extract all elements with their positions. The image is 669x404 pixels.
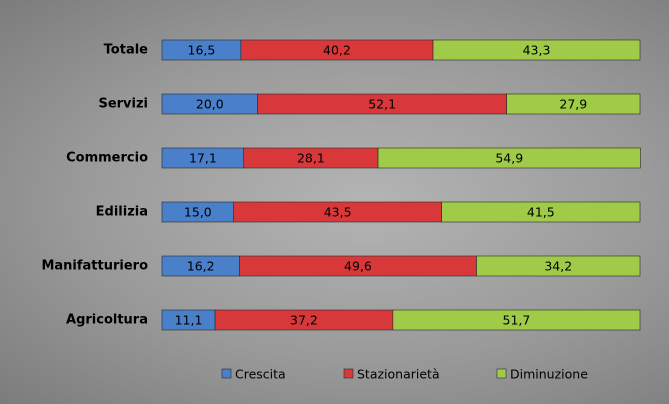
data-label: 54,9 bbox=[495, 151, 523, 166]
data-label: 37,2 bbox=[290, 313, 318, 328]
legend-swatch bbox=[496, 368, 507, 379]
data-label: 43,5 bbox=[324, 205, 352, 220]
category-label: Commercio bbox=[66, 151, 148, 166]
bar-segment bbox=[476, 255, 641, 277]
data-label: 11,1 bbox=[175, 313, 203, 328]
data-label: 27,9 bbox=[559, 97, 587, 112]
legend-label: Stazionarietà bbox=[357, 367, 440, 382]
data-label: 40,2 bbox=[323, 43, 351, 58]
bar-segment bbox=[392, 309, 641, 331]
legend-label: Crescita bbox=[235, 367, 286, 382]
category-label: Agricoltura bbox=[66, 313, 148, 328]
data-label: 16,2 bbox=[187, 259, 215, 274]
data-label: 49,6 bbox=[344, 259, 372, 274]
bar-segment bbox=[506, 93, 641, 115]
category-label: Servizi bbox=[98, 97, 148, 112]
data-label: 16,5 bbox=[188, 43, 216, 58]
data-label: 15,0 bbox=[184, 205, 212, 220]
bar-segment bbox=[441, 201, 641, 223]
data-label: 28,1 bbox=[297, 151, 325, 166]
data-label: 51,7 bbox=[503, 313, 531, 328]
data-label: 34,2 bbox=[544, 259, 572, 274]
legend-label: Diminuzione bbox=[510, 367, 588, 382]
category-label: Totale bbox=[104, 43, 149, 58]
data-label: 52,1 bbox=[368, 97, 396, 112]
bar-segment bbox=[432, 39, 641, 61]
data-label: 43,3 bbox=[523, 43, 551, 58]
legend-swatch bbox=[343, 368, 354, 379]
bar-segment bbox=[377, 147, 641, 169]
data-label: 17,1 bbox=[189, 151, 217, 166]
category-label: Edilizia bbox=[96, 205, 148, 220]
data-label: 41,5 bbox=[527, 205, 555, 220]
legend-swatch bbox=[221, 368, 232, 379]
category-label: Manifatturiero bbox=[41, 259, 148, 274]
data-label: 20,0 bbox=[196, 97, 224, 112]
